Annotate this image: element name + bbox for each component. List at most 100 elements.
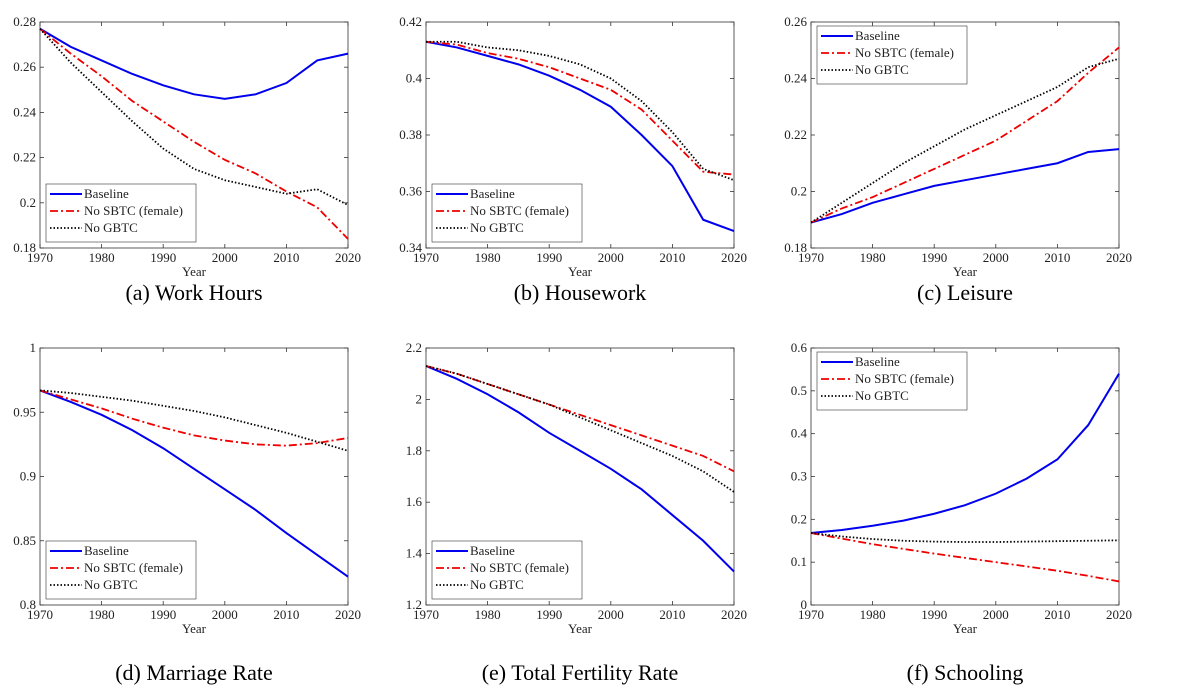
series-line	[810, 46, 1120, 224]
y-tick-label: 1.6	[406, 494, 423, 509]
y-tick-label: 0.26	[13, 59, 36, 74]
series-line	[810, 148, 1120, 224]
x-axis-label: Year	[182, 264, 207, 279]
y-tick-label: 0.4	[791, 426, 808, 441]
y-tick-label: 0.38	[399, 127, 422, 142]
legend-label: No SBTC (female)	[470, 560, 569, 575]
x-tick-label: 1990	[921, 250, 947, 265]
series-line	[39, 389, 349, 578]
x-axis-label: Year	[953, 621, 978, 636]
y-tick-label: 1	[30, 340, 37, 355]
legend-label: No SBTC (female)	[84, 203, 183, 218]
x-tick-label: 2000	[212, 607, 238, 622]
x-tick-label: 2020	[721, 250, 747, 265]
x-tick-label: 2020	[1106, 607, 1132, 622]
panel-caption: (c) Leisure	[917, 280, 1013, 305]
x-tick-label: 1980	[475, 250, 501, 265]
legend-label: No SBTC (female)	[470, 203, 569, 218]
legend-label: No GBTC	[470, 220, 524, 235]
y-tick-label: 0.2	[791, 511, 807, 526]
x-tick-label: 2000	[983, 250, 1009, 265]
legend: Baseline No SBTC (female) No GBTC	[45, 540, 197, 600]
legend-label: No SBTC (female)	[855, 45, 954, 60]
legend-label: Baseline	[855, 354, 900, 369]
y-tick-label: 0.9	[20, 469, 36, 484]
x-tick-label: 2020	[335, 250, 361, 265]
y-tick-label: 1.2	[406, 597, 422, 612]
x-axis-label: Year	[953, 264, 978, 279]
y-tick-label: 0.22	[784, 127, 807, 142]
x-tick-label: 2010	[659, 250, 685, 265]
legend-label: No SBTC (female)	[855, 371, 954, 386]
y-tick-label: 0.6	[791, 340, 808, 355]
legend-label: No GBTC	[470, 577, 524, 592]
x-tick-label: 2010	[273, 250, 299, 265]
x-tick-label: 1990	[921, 607, 947, 622]
legend-label: Baseline	[855, 28, 900, 43]
y-tick-label: 0.1	[791, 554, 807, 569]
y-tick-label: 0.4	[406, 71, 423, 86]
y-tick-label: 2	[416, 391, 423, 406]
y-tick-label: 0.85	[13, 533, 36, 548]
x-tick-label: 1970	[27, 250, 53, 265]
y-tick-label: 0.8	[20, 597, 36, 612]
series-line	[810, 532, 1120, 583]
x-tick-label: 2000	[598, 607, 624, 622]
x-tick-label: 1990	[150, 607, 176, 622]
x-tick-label: 2010	[1044, 607, 1070, 622]
legend-label: No GBTC	[84, 220, 138, 235]
x-tick-label: 1990	[536, 250, 562, 265]
y-tick-label: 0.2	[791, 184, 807, 199]
x-tick-label: 1980	[860, 607, 886, 622]
x-tick-label: 1980	[860, 250, 886, 265]
legend-label: No GBTC	[855, 62, 909, 77]
series-line	[426, 40, 735, 182]
x-tick-label: 2020	[721, 607, 747, 622]
panel-caption: (f) Schooling	[907, 660, 1024, 685]
series-line	[810, 532, 1120, 543]
y-tick-label: 1.8	[406, 443, 422, 458]
x-tick-label: 2010	[659, 607, 685, 622]
legend-label: No SBTC (female)	[84, 560, 183, 575]
x-tick-label: 2020	[335, 607, 361, 622]
y-tick-label: 0.22	[13, 150, 36, 165]
x-tick-label: 2020	[1106, 250, 1132, 265]
y-tick-label: 0.18	[784, 240, 807, 255]
x-tick-label: 1970	[798, 250, 824, 265]
y-tick-label: 1.4	[406, 546, 423, 561]
y-tick-label: 0.95	[13, 404, 36, 419]
y-tick-label: 0.26	[784, 14, 807, 29]
x-tick-label: 2000	[598, 250, 624, 265]
x-tick-label: 1990	[150, 250, 176, 265]
series-line	[810, 373, 1120, 535]
y-tick-label: 0.24	[13, 104, 36, 119]
legend-label: Baseline	[470, 543, 515, 558]
legend: Baseline No SBTC (female) No GBTC	[431, 540, 583, 600]
y-tick-label: 0.36	[399, 184, 422, 199]
y-tick-label: 0.18	[13, 240, 36, 255]
x-axis-label: Year	[568, 264, 593, 279]
y-tick-label: 0.28	[13, 14, 36, 29]
x-axis-label: Year	[568, 621, 593, 636]
x-tick-label: 2000	[212, 250, 238, 265]
series-line	[425, 40, 735, 176]
legend-label: Baseline	[84, 186, 129, 201]
series-line	[39, 389, 349, 452]
series-line	[425, 365, 735, 493]
legend: Baseline No SBTC (female) No GBTC	[431, 183, 583, 243]
panel-caption: (b) Housework	[514, 280, 647, 305]
x-tick-label: 2010	[273, 607, 299, 622]
y-tick-label: 0.2	[20, 195, 36, 210]
legend-label: No GBTC	[855, 388, 909, 403]
y-tick-label: 2.2	[406, 340, 422, 355]
panel-caption: (e) Total Fertility Rate	[482, 660, 679, 685]
x-tick-label: 1970	[798, 607, 824, 622]
series-line	[39, 389, 349, 447]
legend: Baseline No SBTC (female) No GBTC	[816, 351, 968, 411]
panel-caption: (d) Marriage Rate	[115, 660, 273, 685]
x-tick-label: 1970	[413, 250, 439, 265]
series-line	[39, 28, 349, 206]
series-line	[39, 27, 349, 100]
y-tick-label: 0	[801, 597, 808, 612]
